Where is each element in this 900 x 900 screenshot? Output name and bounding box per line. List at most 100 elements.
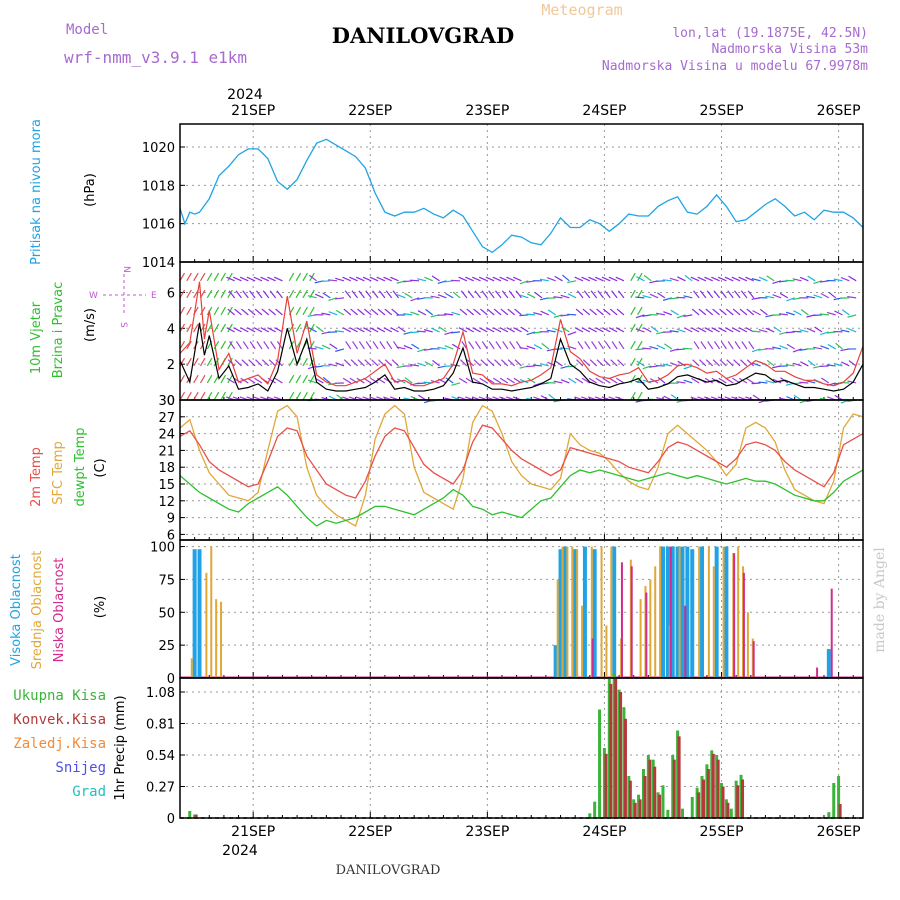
wind-arrow (335, 277, 345, 282)
wind-arrow (227, 391, 233, 401)
wind-arrow (268, 359, 277, 367)
wind-arrow (495, 341, 502, 350)
cloud-bar (707, 546, 710, 678)
wind-arrow (740, 290, 748, 299)
wind-arrow (501, 290, 509, 299)
altitude-label: Nadmorska Visina 53m (711, 42, 868, 57)
wind-arrow (773, 326, 782, 333)
wind-arrow (424, 361, 433, 367)
wind-arrow (267, 327, 276, 333)
wind-arrow (676, 328, 686, 333)
wind-arrow (295, 323, 302, 333)
compass-s-label: S (118, 322, 128, 328)
wind-arrow (481, 341, 488, 350)
wind-arrow (533, 344, 543, 350)
wind-arrow (494, 359, 502, 367)
model-label: Model (66, 22, 108, 38)
wind-arrow (779, 292, 789, 299)
wind-arrow (561, 274, 570, 282)
wind-arrow (485, 327, 495, 333)
precip-bar (711, 753, 715, 818)
wind-arrow (343, 308, 352, 316)
wind-arrow (458, 377, 468, 384)
wind-arrow (560, 294, 570, 299)
wind-arrow (841, 309, 850, 316)
wind-arrow (526, 331, 536, 336)
wind-arrow (786, 343, 796, 350)
wind-arrow (328, 311, 338, 316)
wind-arrow (847, 295, 857, 299)
wind-arrow (807, 275, 816, 282)
cloud-bar (605, 625, 608, 678)
wind-arrow (227, 289, 233, 299)
wind-arrow (274, 377, 283, 384)
pressure-ytick-label: 1014 (142, 256, 175, 271)
wind-arrow (712, 359, 720, 367)
wind-arrow (520, 326, 529, 333)
wind-arrow (693, 341, 700, 350)
wind-arrow (594, 276, 604, 282)
wind-arrow (813, 280, 823, 285)
wind-arrow (519, 346, 529, 350)
wind-arrow (724, 276, 734, 282)
wind-arrow (827, 343, 836, 350)
wind-arrow (417, 310, 427, 316)
precip-ytick-label: 0.27 (146, 781, 175, 796)
wind-arrow (396, 294, 406, 299)
wind-arrow (734, 290, 741, 299)
precip-bar (721, 786, 725, 818)
cloud-bar (659, 546, 662, 678)
wind-arrow (261, 359, 270, 367)
wind-arrow (576, 359, 584, 367)
wind-arrow (315, 378, 324, 384)
wind-arrow (186, 323, 192, 333)
wind-arrow (357, 308, 365, 316)
cloud-bar (639, 599, 642, 678)
wind-arrow (506, 327, 515, 333)
wind-arrow (739, 308, 748, 316)
wind-arrow (711, 327, 720, 333)
wind-arrow (758, 381, 768, 384)
wind-arrow (752, 310, 761, 316)
wind-arrow (751, 382, 761, 385)
wind-arrow (595, 327, 604, 333)
wind-arrow (727, 290, 734, 299)
wind-arrow (384, 308, 393, 316)
wind-arrow (227, 340, 233, 350)
cloud-bar (733, 553, 736, 678)
date-label-bottom: 22SEP (348, 824, 392, 840)
wind-arrow (410, 363, 420, 367)
wind-arrow (706, 290, 714, 299)
wind-arrow (372, 341, 379, 350)
wind-arrow (745, 276, 754, 282)
wind-arrow (288, 289, 295, 299)
wind-arrow (582, 359, 591, 367)
wind-arrow (637, 357, 643, 367)
wind-arrow (617, 359, 625, 367)
precip-bar (666, 809, 670, 818)
wind-arrow (295, 306, 302, 316)
wind-arrow (309, 340, 315, 350)
wind-arrow (352, 341, 359, 350)
wind-arrow (253, 327, 263, 333)
wind-arrow (404, 377, 413, 384)
wind-arrow (507, 308, 516, 316)
wind-arrow (508, 290, 516, 299)
cloud-unit: (%) (93, 596, 108, 619)
precip-bar (609, 683, 613, 818)
cloud-ytick-label: 0 (167, 672, 175, 687)
wind-arrow (254, 308, 263, 316)
wind-arrow (704, 276, 713, 282)
wind-arrow (834, 310, 843, 316)
pressure-frame (179, 123, 864, 263)
wind-arrow (260, 276, 270, 282)
wind-arrow (350, 359, 358, 367)
wind-arrow (519, 294, 529, 299)
precip-legend-item: Zaledj.Kisa (13, 736, 106, 752)
wind-arrow (466, 308, 475, 316)
watermark: made by Angel (872, 547, 888, 653)
precip-bar (716, 759, 720, 818)
wind-arrow (481, 290, 488, 299)
precip-ytick-label: 0.81 (146, 718, 175, 733)
wind-arrow (610, 359, 618, 367)
